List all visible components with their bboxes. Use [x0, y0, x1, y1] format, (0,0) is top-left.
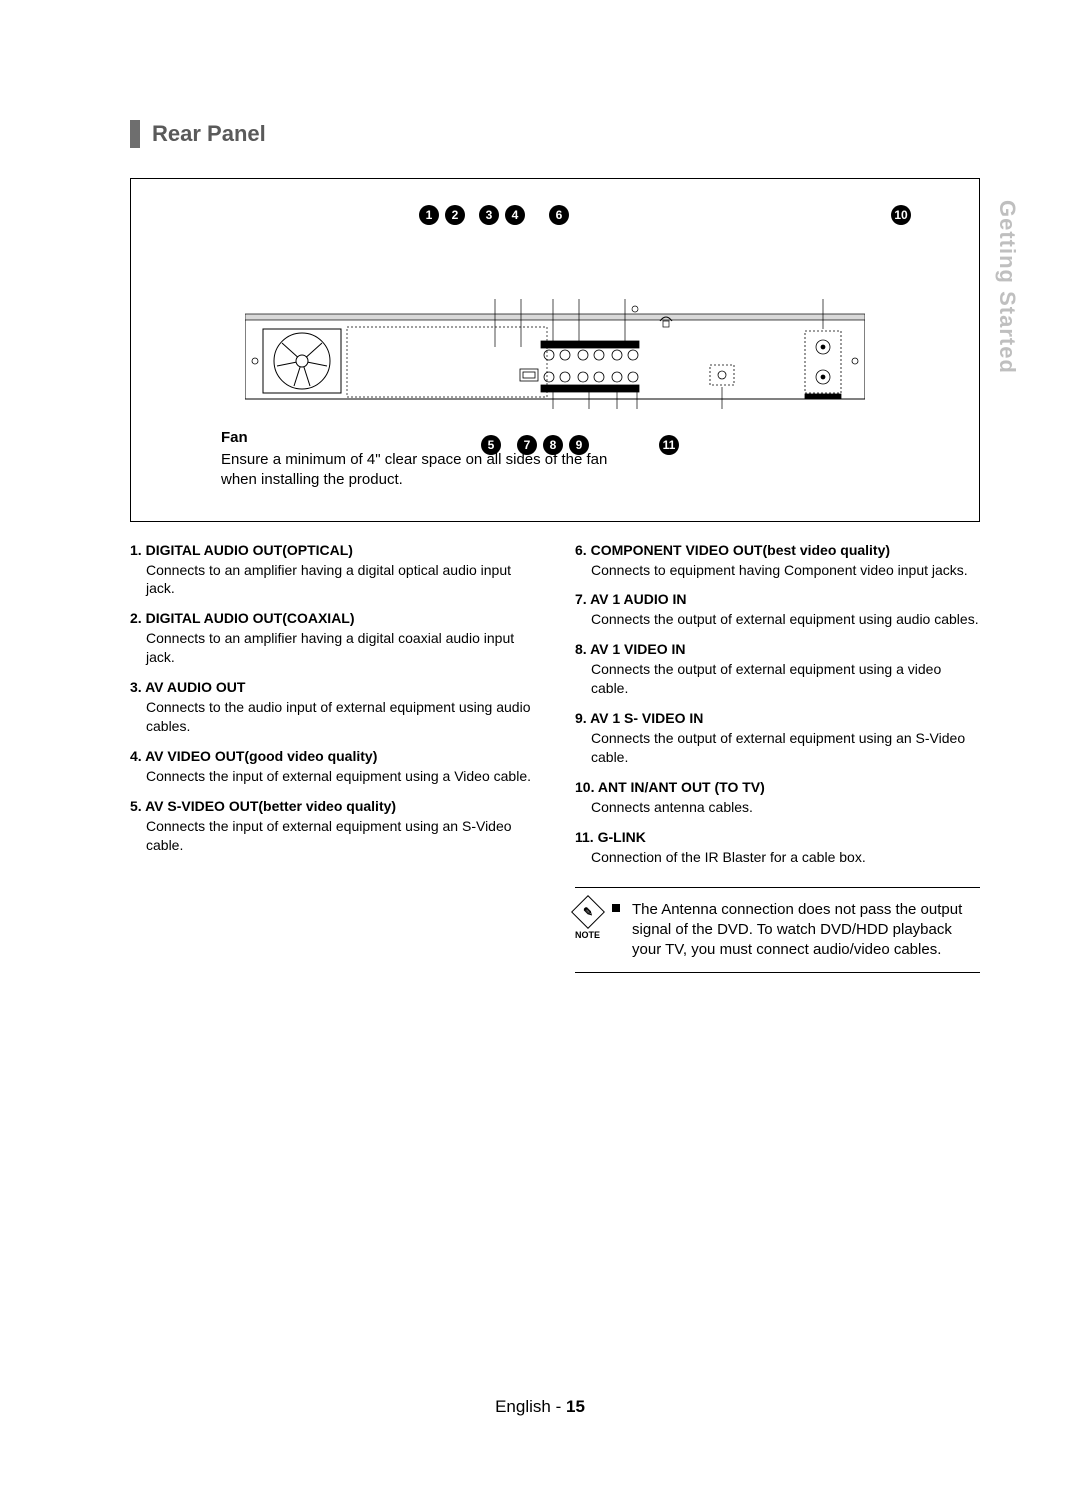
item-desc: Connects the output of external equipmen… — [575, 660, 980, 698]
list-item: 8. AV 1 VIDEO IN Connects the output of e… — [575, 641, 980, 698]
section-bar-icon — [130, 120, 140, 148]
callout-row-top: 1 2 3 4 6 — [419, 205, 575, 227]
item-num: 6. — [575, 542, 587, 558]
device-rear-illustration — [245, 299, 865, 409]
item-num: 9. — [575, 710, 587, 726]
list-item: 5. AV S-VIDEO OUT(better video quality) C… — [130, 798, 535, 855]
page: Getting Started Rear Panel 1 2 3 4 6 10 — [0, 0, 1080, 1033]
item-title: DIGITAL AUDIO OUT(OPTICAL) — [146, 542, 353, 558]
item-title: AV 1 AUDIO IN — [590, 591, 686, 607]
item-title: ANT IN/ANT OUT (TO TV) — [598, 779, 765, 795]
footer-lang: English — [495, 1397, 551, 1416]
item-desc: Connects the input of external equipment… — [130, 817, 535, 855]
list-item: 1. DIGITAL AUDIO OUT(OPTICAL) Connects to… — [130, 542, 535, 599]
callout-11: 11 — [659, 435, 679, 455]
callout-9: 9 — [569, 435, 589, 455]
item-num: 11. — [575, 829, 594, 845]
page-footer: English - 15 — [0, 1397, 1080, 1417]
item-title: AV S-VIDEO OUT(better video quality) — [145, 798, 396, 814]
list-item: 3. AV AUDIO OUT Connects to the audio inp… — [130, 679, 535, 736]
list-item: 7. AV 1 AUDIO IN Connects the output of e… — [575, 591, 980, 629]
callout-row-bottom: 5 7 8 9 — [481, 435, 595, 457]
callout-8: 8 — [543, 435, 563, 455]
item-num: 2. — [130, 610, 142, 626]
item-desc: Connects the output of external equipmen… — [575, 729, 980, 767]
description-columns: 1. DIGITAL AUDIO OUT(OPTICAL) Connects to… — [130, 542, 980, 974]
callout-10: 10 — [891, 205, 911, 225]
item-desc: Connects antenna cables. — [575, 798, 980, 817]
callout-2: 2 — [445, 205, 465, 225]
callout-row-bottom-right: 11 — [659, 435, 685, 457]
callout-6: 6 — [549, 205, 569, 225]
fan-label: Fan — [221, 429, 248, 446]
footer-sep: - — [556, 1397, 562, 1416]
callout-7: 7 — [517, 435, 537, 455]
callout-4: 4 — [505, 205, 525, 225]
item-desc: Connects to equipment having Component v… — [575, 561, 980, 580]
item-title: AV 1 VIDEO IN — [590, 641, 685, 657]
item-num: 8. — [575, 641, 587, 657]
rear-panel-diagram-box: 1 2 3 4 6 10 — [130, 178, 980, 522]
footer-page: 15 — [566, 1397, 585, 1416]
note-text: The Antenna connection does not pass the… — [632, 900, 980, 961]
item-num: 10. — [575, 779, 594, 795]
callout-1: 1 — [419, 205, 439, 225]
item-title: COMPONENT VIDEO OUT(best video quality) — [591, 542, 890, 558]
item-title: AV VIDEO OUT(good video quality) — [145, 748, 377, 764]
side-tab: Getting Started — [994, 200, 1020, 374]
callout-5: 5 — [481, 435, 501, 455]
item-title: AV 1 S- VIDEO IN — [590, 710, 703, 726]
device-svg-icon — [245, 299, 865, 409]
item-num: 4. — [130, 748, 142, 764]
list-item: 2. DIGITAL AUDIO OUT(COAXIAL) Connects to… — [130, 610, 535, 667]
note-label: NOTE — [575, 930, 600, 940]
item-desc: Connects to the audio input of external … — [130, 698, 535, 736]
item-title: AV AUDIO OUT — [145, 679, 245, 695]
list-item: 9. AV 1 S- VIDEO IN Connects the output o… — [575, 710, 980, 767]
item-num: 3. — [130, 679, 142, 695]
item-title: G-LINK — [598, 829, 646, 845]
note-icon: ✎ — [571, 895, 605, 929]
section-header: Rear Panel — [130, 120, 980, 148]
list-item: 11. G-LINK Connection of the IR Blaster f… — [575, 829, 980, 867]
callout-row-top-right: 10 — [891, 205, 917, 227]
item-num: 7. — [575, 591, 587, 607]
section-title: Rear Panel — [152, 121, 266, 147]
left-column: 1. DIGITAL AUDIO OUT(OPTICAL) Connects to… — [130, 542, 535, 974]
note-block: ✎ NOTE The Antenna connection does not p… — [575, 887, 980, 974]
item-desc: Connects the input of external equipment… — [130, 767, 535, 786]
list-item: 10. ANT IN/ANT OUT (TO TV) Connects anten… — [575, 779, 980, 817]
list-item: 4. AV VIDEO OUT(good video quality) Conne… — [130, 748, 535, 786]
item-title: DIGITAL AUDIO OUT(COAXIAL) — [146, 610, 355, 626]
item-desc: Connects to an amplifier having a digita… — [130, 629, 535, 667]
item-desc: Connects the output of external equipmen… — [575, 610, 980, 629]
right-column: 6. COMPONENT VIDEO OUT(best video qualit… — [575, 542, 980, 974]
item-desc: Connects to an amplifier having a digita… — [130, 561, 535, 599]
item-num: 1. — [130, 542, 142, 558]
list-item: 6. COMPONENT VIDEO OUT(best video qualit… — [575, 542, 980, 580]
bullet-icon — [612, 904, 620, 912]
item-num: 5. — [130, 798, 142, 814]
callout-3: 3 — [479, 205, 499, 225]
note-icon-wrap: ✎ NOTE — [575, 900, 600, 940]
item-desc: Connection of the IR Blaster for a cable… — [575, 848, 980, 867]
